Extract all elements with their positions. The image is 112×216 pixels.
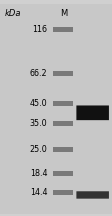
FancyBboxPatch shape — [76, 191, 108, 199]
Text: 66.2: 66.2 — [30, 69, 47, 78]
Bar — [53, 71, 73, 76]
Bar — [53, 101, 73, 106]
Text: 14.4: 14.4 — [30, 188, 47, 197]
Text: M: M — [59, 8, 66, 17]
Text: 18.4: 18.4 — [30, 169, 47, 178]
Bar — [53, 27, 73, 32]
FancyBboxPatch shape — [76, 105, 108, 120]
Text: kDa: kDa — [4, 8, 21, 17]
Text: 25.0: 25.0 — [29, 145, 47, 154]
Bar — [53, 171, 73, 176]
Bar — [53, 121, 73, 126]
Bar — [53, 190, 73, 195]
Bar — [53, 147, 73, 152]
Text: 35.0: 35.0 — [30, 119, 47, 128]
Text: 45.0: 45.0 — [30, 99, 47, 108]
Text: 116: 116 — [32, 25, 47, 34]
